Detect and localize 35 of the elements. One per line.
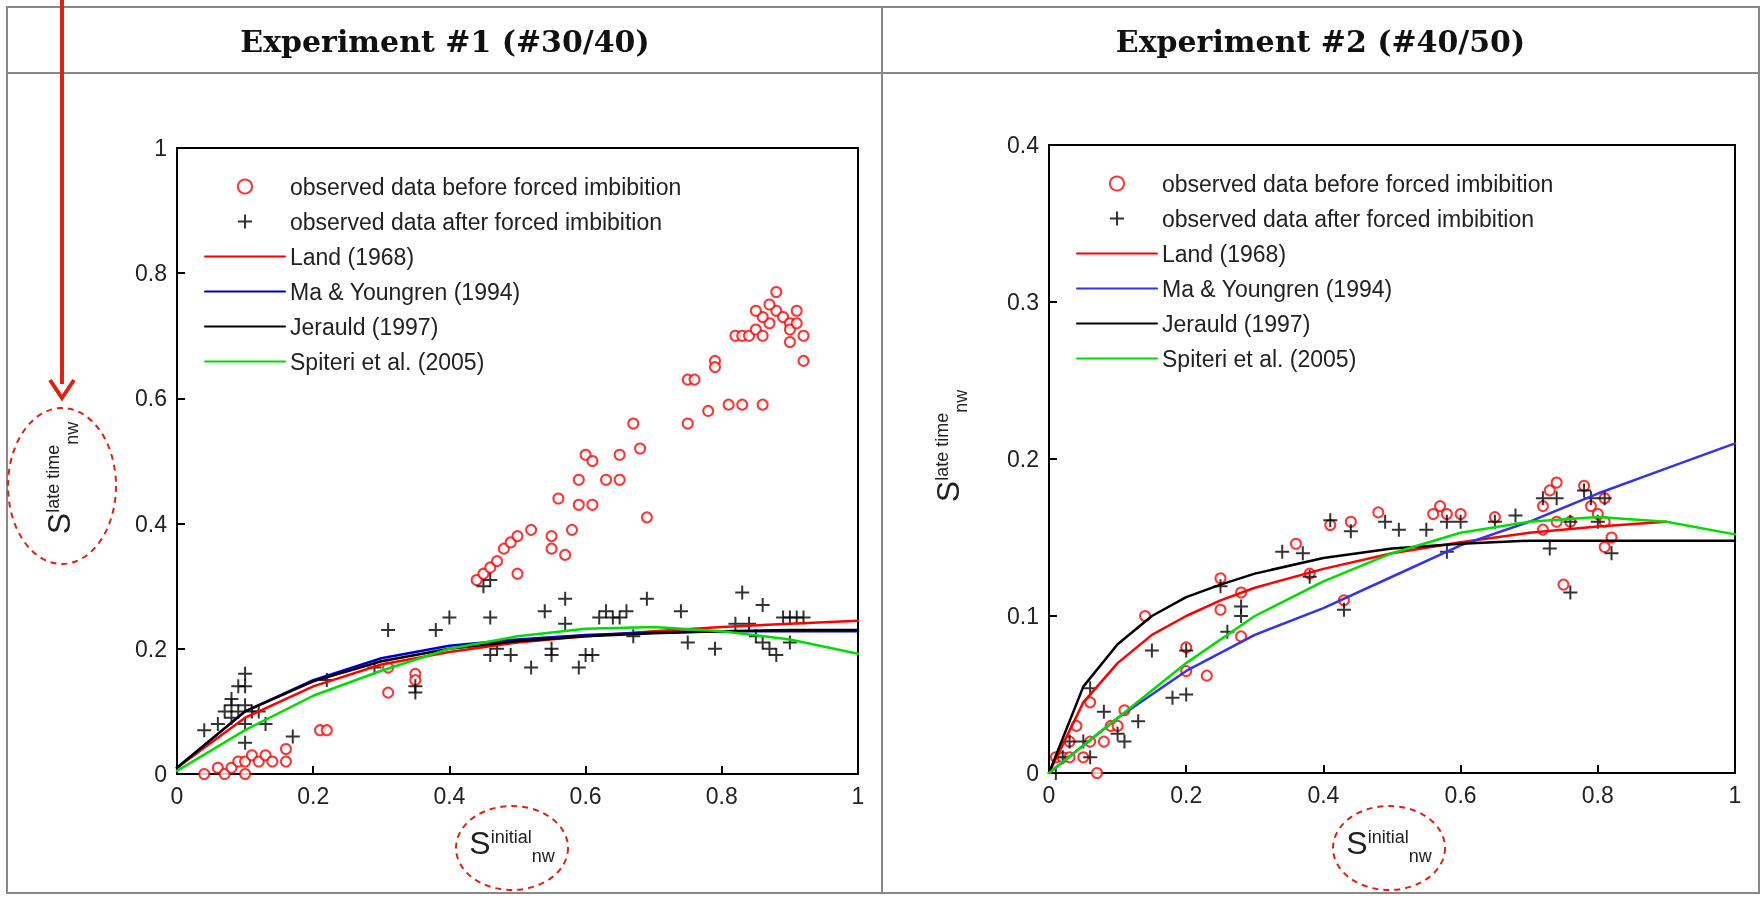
y-tick-label: 0.8: [135, 260, 167, 287]
x-tick-label: 0.4: [433, 782, 466, 809]
legend-label: Ma & Youngren (1994): [1162, 275, 1393, 302]
legend-label: observed data after forced imbibition: [290, 208, 663, 235]
legend-label: Land (1968): [1162, 240, 1287, 267]
chart-title: Experiment #2 (#40/50): [1114, 22, 1527, 61]
y-tick-label: 0.2: [1007, 446, 1039, 472]
x-tick-label: 1: [1728, 781, 1742, 808]
y-tick-label: 0.3: [1007, 289, 1039, 315]
x-tick-label: 0.6: [1444, 781, 1477, 808]
y-tick-label: 0: [1026, 760, 1039, 786]
x-tick-label: 0.8: [1581, 781, 1614, 808]
x-tick-label: 0.2: [297, 782, 330, 809]
y-tick-label: 0.2: [135, 635, 167, 662]
y-tick-label: 0: [154, 761, 167, 787]
y-tick-label: 0.4: [1007, 132, 1040, 158]
legend-label: Jerauld (1997): [1162, 310, 1311, 337]
x-tick-label: 0.8: [705, 782, 738, 809]
legend-label: observed data before forced imbibition: [1162, 170, 1554, 197]
legend-label: Spiteri et al. (2005): [290, 348, 485, 375]
legend-label: observed data after forced imbibition: [1162, 205, 1535, 232]
legend-label: Land (1968): [290, 243, 415, 270]
y-tick-label: 0.4: [135, 510, 168, 537]
legend-label: observed data before forced imbibition: [290, 173, 682, 200]
legend-label: Ma & Youngren (1994): [290, 278, 521, 305]
legend-label: Jerauld (1997): [290, 313, 439, 340]
x-tick-label: 0.2: [1170, 781, 1203, 808]
y-tick-label: 1: [154, 135, 167, 161]
legend-label: Spiteri et al. (2005): [1162, 345, 1357, 372]
y-tick-label: 0.6: [135, 385, 167, 412]
x-tick-label: 1: [851, 782, 865, 809]
x-tick-label: 0.4: [1307, 781, 1340, 808]
y-tick-label: 0.1: [1007, 603, 1039, 629]
x-tick-label: 0.6: [569, 782, 602, 809]
chart-title: Experiment #1 (#30/40): [239, 22, 651, 61]
